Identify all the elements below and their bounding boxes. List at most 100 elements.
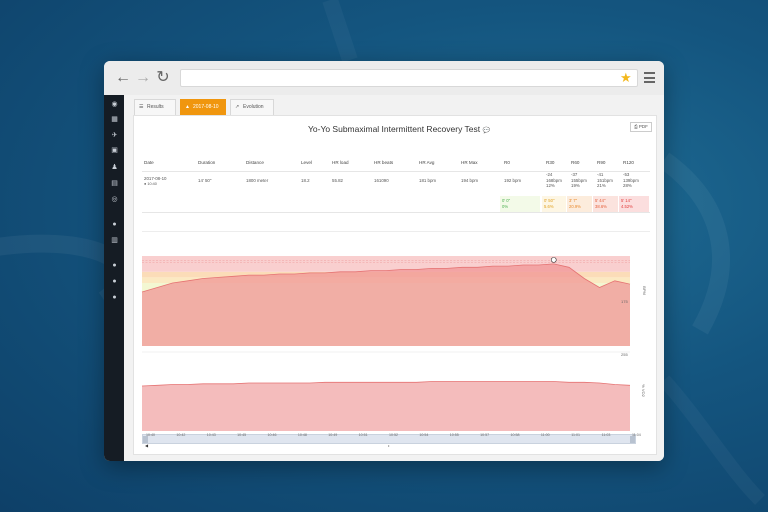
cell-r30: -24 168bpm 12% xyxy=(546,172,562,188)
zone-cell-2: 3' 7" 20.9% xyxy=(567,196,592,212)
timeline-tick-label: 10:57 xyxy=(480,433,490,437)
cell-time: ● 10:40 xyxy=(144,181,157,186)
timeline-tick-label: 11:00 xyxy=(540,433,550,437)
forward-icon[interactable]: → xyxy=(135,69,151,86)
timeline-tick-label: 10:52 xyxy=(389,433,398,437)
timeline-tick-label: 11:01 xyxy=(571,433,580,437)
navigator-handle-left[interactable] xyxy=(143,436,148,443)
star-icon[interactable]: ★ xyxy=(620,70,632,85)
vo2-right-label: 255 xyxy=(621,352,628,357)
zone-cell-0: 0' 0" 0% xyxy=(500,196,540,212)
timeline-tick-label: 10:45 xyxy=(237,433,247,437)
team-icon[interactable]: ♟ xyxy=(111,164,118,171)
table-bottom-line xyxy=(142,212,650,213)
header-distance: Distance xyxy=(246,160,264,165)
hr-chart-svg xyxy=(141,256,631,431)
chart-icon: ▲ xyxy=(185,104,190,110)
group-icon[interactable]: ● xyxy=(112,278,117,285)
hamburger-menu-icon[interactable] xyxy=(644,72,655,83)
timeline-tick-label: 11:04 xyxy=(632,433,641,437)
header-r0: R0 xyxy=(504,160,510,165)
timeline-navigator[interactable]: ◀ • xyxy=(142,434,636,448)
pdf-button[interactable]: ⎙ PDF xyxy=(630,122,652,132)
timeline-tick-label: 10:48 xyxy=(297,433,307,437)
cell-r0: 192 bpm xyxy=(504,178,522,183)
trend-icon: ↗ xyxy=(235,104,240,110)
grid-icon[interactable]: ▤ xyxy=(111,180,118,187)
timeline-tick-label: 10:54 xyxy=(419,433,429,437)
section-divider xyxy=(142,231,650,232)
table-row: 2017-08-10 ● 10:40 xyxy=(144,176,166,187)
header-level: Level xyxy=(301,160,312,165)
cell-hr-load: 55.82 xyxy=(332,178,343,183)
cell-r60: -37 155bpm 19% xyxy=(571,172,587,188)
person-icon[interactable]: ● xyxy=(112,262,117,269)
scroll-center-icon[interactable]: • xyxy=(388,443,390,448)
timeline-tick-label: 11:03 xyxy=(601,433,611,437)
header-r120: R120 xyxy=(623,160,634,165)
clipboard-icon[interactable]: ▣ xyxy=(111,147,118,154)
timeline-tick-label: 10:51 xyxy=(358,433,368,437)
timeline-tick-label: 10:43 xyxy=(206,433,216,437)
user-icon[interactable]: ● xyxy=(112,221,117,228)
cell-duration: 14' 50" xyxy=(198,178,212,183)
cell-r90: -41 151bpm 21% xyxy=(597,172,613,188)
timeline-tick-label: 10:40 xyxy=(146,433,155,437)
header-duration: Duration xyxy=(198,160,216,165)
tab-evolution[interactable]: ↗ Evolution xyxy=(230,99,274,115)
table-divider xyxy=(142,171,650,172)
runner-icon[interactable]: ✈ xyxy=(111,132,118,139)
zone-cell-4: 5' 14" 4.52% xyxy=(619,196,649,212)
vo2-area xyxy=(142,381,630,431)
header-r30: R30 xyxy=(546,160,555,165)
header-hr-load: HR load xyxy=(332,160,349,165)
address-bar[interactable] xyxy=(180,69,638,87)
calendar-icon[interactable]: ▦ xyxy=(111,116,118,123)
browser-window: ← → ↻ ★ ◉ ▦ ✈ ▣ ♟ ▤ ◎ ● ▥ ● ● ● ☰ Results ▲ 2017-08… xyxy=(104,61,664,461)
hr-area xyxy=(142,263,630,346)
list-icon: ☰ xyxy=(139,104,144,110)
header-hr-avg: HR Avg xyxy=(419,160,435,165)
cell-level: 18.2 xyxy=(301,178,310,183)
page-title: Yo-Yo Submaximal Intermittent Recovery T… xyxy=(308,124,490,134)
dashboard-icon[interactable]: ◉ xyxy=(111,101,118,108)
cell-hr-beats: 161090 xyxy=(374,178,389,183)
settings-user-icon[interactable]: ● xyxy=(112,294,117,301)
main-content: ☰ Results ▲ 2017-08-10 ↗ Evolution Yo-Yo… xyxy=(124,95,664,461)
scroll-left-icon[interactable]: ◀ xyxy=(145,443,149,448)
navigator-handle-right[interactable] xyxy=(630,436,635,443)
header-r60: R60 xyxy=(571,160,580,165)
timeline-tick-label: 10:42 xyxy=(176,433,186,437)
hr-right-label: 175 xyxy=(621,299,628,304)
header-r90: R90 xyxy=(597,160,606,165)
cell-r120: -53 139bpm 28% xyxy=(623,172,639,188)
browser-toolbar: ← → ↻ ★ xyxy=(104,61,664,95)
timeline-tick-label: 10:55 xyxy=(449,433,459,437)
stats-icon[interactable]: ▥ xyxy=(111,237,118,244)
sidebar: ◉ ▦ ✈ ▣ ♟ ▤ ◎ ● ▥ ● ● ● xyxy=(104,95,124,461)
comment-icon[interactable]: 💬 xyxy=(482,128,490,134)
vo2-ylabel: % VO2 xyxy=(640,384,646,397)
zone-cell-3: 5' 44" 38.6% xyxy=(593,196,618,212)
vo2-line xyxy=(141,381,631,387)
tab-results[interactable]: ☰ Results xyxy=(134,99,176,115)
cell-hr-max: 194 bpm xyxy=(461,178,479,183)
hr-ylabel: BPM xyxy=(641,286,647,295)
cell-hr-avg: 181 bpm xyxy=(419,178,437,183)
reload-icon[interactable]: ↻ xyxy=(156,69,170,86)
header-date: Date xyxy=(144,160,154,165)
report-panel: Yo-Yo Submaximal Intermittent Recovery T… xyxy=(133,115,657,455)
timeline-ticks: 10:40 10:42 10:43 10:45 10:46 10:48 10:49 10:51… xyxy=(142,433,641,438)
timeline-tick-label: 10:46 xyxy=(267,433,277,437)
tab-session[interactable]: ▲ 2017-08-10 xyxy=(180,99,226,115)
peak-marker-icon xyxy=(550,257,557,263)
cell-distance: 1800 meter xyxy=(246,178,269,183)
timeline-tick-label: 10:58 xyxy=(510,433,520,437)
back-icon[interactable]: ← xyxy=(115,69,131,86)
timeline-tick-label: 10:49 xyxy=(328,433,338,437)
cell-date: 2017-08-10 xyxy=(144,176,167,181)
binoculars-icon[interactable]: ◎ xyxy=(111,196,118,203)
header-hr-max: HR Max xyxy=(461,160,478,165)
zone-cell-1: 0' 50" 5.6% xyxy=(542,196,566,212)
hr-line xyxy=(141,263,631,293)
